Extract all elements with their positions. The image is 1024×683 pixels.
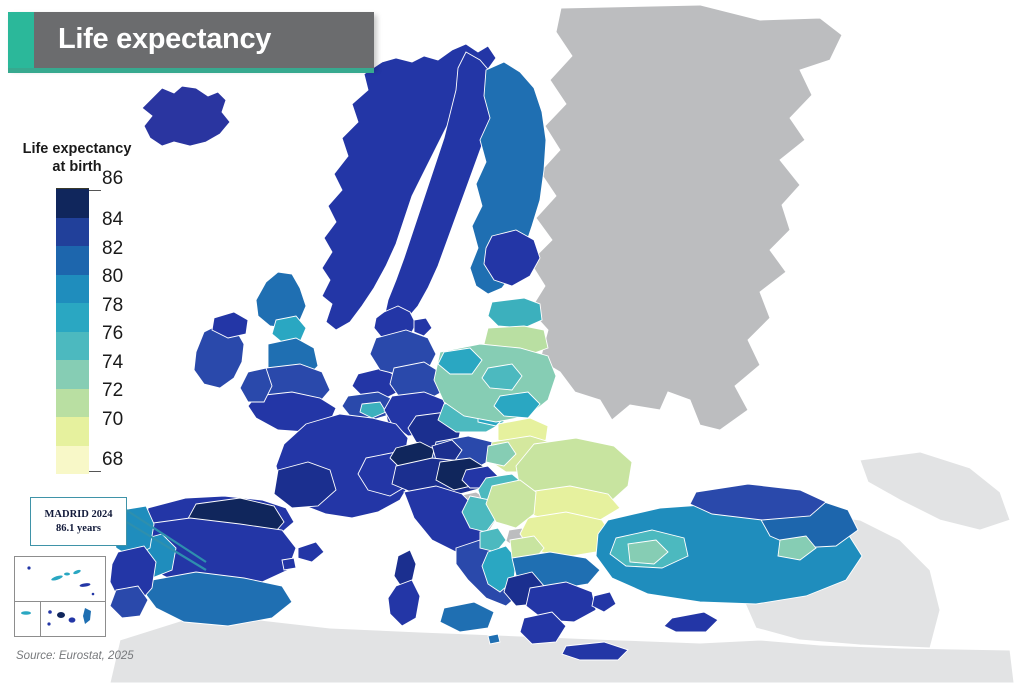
region-caucasus-fill[interactable] bbox=[859, 451, 1011, 531]
region-iceland[interactable] bbox=[141, 85, 231, 147]
region-austria-west[interactable] bbox=[431, 439, 463, 463]
region-france-southwest[interactable] bbox=[273, 461, 337, 509]
region-spain-andalusia[interactable] bbox=[143, 571, 293, 627]
region-denmark-islands[interactable] bbox=[413, 317, 433, 337]
region-finland-south[interactable] bbox=[483, 229, 541, 287]
legend: Life expectancy at birth 86 84 82 80 78 76 74 7… bbox=[12, 140, 162, 478]
legend-tick-label: 70 bbox=[102, 408, 124, 430]
legend-band-82 bbox=[56, 246, 89, 275]
region-montenegro[interactable] bbox=[479, 527, 507, 553]
legend-tick-label: 86 bbox=[102, 168, 124, 190]
region-balearic-islands[interactable] bbox=[297, 541, 325, 563]
legend-tick-label: 82 bbox=[102, 237, 124, 259]
region-aegean-islands[interactable] bbox=[591, 591, 617, 613]
legend-tick-label: 78 bbox=[102, 294, 124, 316]
region-malta[interactable] bbox=[487, 633, 501, 645]
page-title: Life expectancy bbox=[58, 23, 272, 55]
legend-ticks: 86 84 82 80 78 76 74 72 70 68 bbox=[56, 168, 123, 473]
region-sicily[interactable] bbox=[439, 601, 495, 633]
region-sardinia[interactable] bbox=[387, 579, 421, 627]
region-portugal-lisbon[interactable] bbox=[109, 585, 149, 619]
region-scotland[interactable] bbox=[255, 271, 307, 329]
region-estonia[interactable] bbox=[487, 297, 543, 329]
legend-tick-label: 84 bbox=[102, 209, 124, 230]
legend-band-76 bbox=[56, 331, 89, 361]
region-turkey-anatolia[interactable] bbox=[627, 539, 669, 565]
region-northern-ireland[interactable] bbox=[211, 311, 249, 339]
legend-title: Life expectancy at birth bbox=[12, 140, 142, 176]
inset-azores-madeira[interactable] bbox=[14, 556, 106, 602]
region-balearic-ibiza[interactable] bbox=[281, 557, 297, 571]
legend-band-68 bbox=[56, 445, 89, 475]
legend-tick-label: 80 bbox=[102, 266, 124, 287]
region-russia[interactable] bbox=[529, 4, 843, 431]
region-poland-northwest[interactable] bbox=[437, 347, 483, 375]
legend-title-line1: Life expectancy bbox=[22, 141, 132, 157]
inset-madeira-shapes bbox=[21, 611, 31, 615]
madrid-callout[interactable]: MADRID 2024 86.1 years bbox=[30, 497, 127, 546]
region-greece-central[interactable] bbox=[525, 581, 597, 623]
region-poland-central[interactable] bbox=[481, 363, 523, 391]
legend-band-74 bbox=[56, 360, 89, 389]
inset-canary-shapes bbox=[47, 608, 91, 626]
region-turkey-southeast[interactable] bbox=[777, 535, 817, 561]
inset-azores-shapes bbox=[27, 566, 95, 596]
region-belgium-wallonia[interactable] bbox=[359, 401, 387, 419]
callout-value: 86.1 years bbox=[56, 523, 101, 534]
inset-canary-islands[interactable] bbox=[41, 602, 106, 637]
region-crete[interactable] bbox=[561, 641, 629, 661]
region-north-africa[interactable] bbox=[109, 617, 1015, 683]
region-wales[interactable] bbox=[239, 367, 273, 403]
region-greece-peloponnese[interactable] bbox=[519, 611, 567, 645]
legend-band-78 bbox=[56, 303, 89, 332]
legend-body: 86 84 82 80 78 76 74 72 70 68 bbox=[12, 168, 162, 478]
legend-tick-label: 74 bbox=[102, 351, 124, 373]
region-turkey-blacksea[interactable] bbox=[689, 483, 827, 521]
inset-row-lower bbox=[14, 602, 106, 637]
legend-color-ramp[interactable] bbox=[56, 188, 89, 475]
callout-label: MADRID 2024 bbox=[44, 509, 113, 520]
title-accent-left bbox=[8, 12, 34, 68]
callout-leader-lines bbox=[120, 505, 207, 571]
legend-band-84 bbox=[56, 217, 89, 247]
legend-tick-label: 68 bbox=[102, 449, 124, 471]
legend-tick-label: 76 bbox=[102, 323, 124, 344]
legend-band-80 bbox=[56, 274, 89, 304]
inset-maps bbox=[14, 556, 106, 637]
legend-tick-line bbox=[89, 189, 101, 191]
legend-band-86 bbox=[56, 189, 89, 218]
legend-band-72 bbox=[56, 388, 89, 418]
region-serbia[interactable] bbox=[485, 479, 537, 529]
inset-madeira[interactable] bbox=[14, 602, 41, 637]
legend-tick-line bbox=[89, 470, 101, 472]
legend-band-70 bbox=[56, 417, 89, 446]
title-accent-bottom bbox=[8, 68, 374, 73]
title-banner: Life expectancy bbox=[8, 12, 374, 73]
source-note: Source: Eurostat, 2025 bbox=[16, 650, 134, 662]
region-cyprus[interactable] bbox=[663, 611, 719, 633]
region-hungary-west[interactable] bbox=[485, 441, 517, 467]
legend-title-line2: at birth bbox=[52, 159, 102, 176]
legend-tick-label: 72 bbox=[102, 380, 124, 401]
